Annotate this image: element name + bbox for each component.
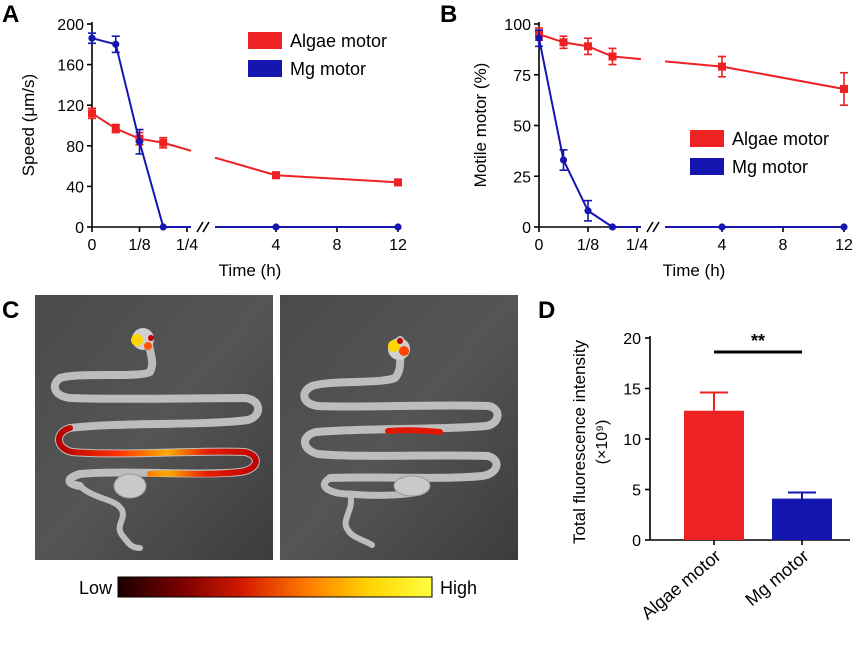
data-point <box>840 223 848 231</box>
chart-b-ylabel: Motile motor (%) <box>471 63 490 188</box>
legend-label: Mg motor <box>732 157 808 177</box>
data-point <box>394 178 402 187</box>
chart-d-fluorescence: Total fluorescence intensity (×10⁹) 0 5 10… <box>570 331 850 623</box>
x-tick-label: 4 <box>718 237 727 254</box>
legend-label: Algae motor <box>732 129 829 149</box>
data-point <box>111 124 120 133</box>
x-tick-label: 8 <box>333 237 342 254</box>
x-tick-label: 8 <box>779 237 788 254</box>
x-tick-label: 1/4 <box>176 237 198 254</box>
data-point <box>559 156 568 164</box>
data-point <box>840 84 848 93</box>
data-point <box>88 109 96 118</box>
chart-b-xlabel: Time (h) <box>663 261 726 280</box>
data-point <box>272 171 280 180</box>
x-tick-label: Mg motor <box>741 546 812 610</box>
y-tick-label: 120 <box>57 98 84 115</box>
data-point <box>718 223 726 231</box>
y-tick-label: 0 <box>632 533 641 550</box>
bar <box>684 410 744 540</box>
legend-swatch <box>690 130 724 147</box>
x-tick-label: 0 <box>88 237 97 254</box>
y-tick-label: 15 <box>623 382 641 399</box>
x-tick-label: 12 <box>835 237 853 254</box>
y-tick-label: 0 <box>75 220 84 237</box>
y-tick-label: 5 <box>632 483 641 500</box>
panel-letter-d: D <box>538 297 555 324</box>
series-line <box>664 60 723 68</box>
chart-a-speed: Speed (μm/s) Time (h) 0 40 80 120 160 200 0 1/8… <box>19 17 407 280</box>
series-line <box>162 141 192 152</box>
fluorescence-image-algae-motor <box>35 295 273 560</box>
data-point <box>608 52 617 61</box>
chart-b-motile: Motile motor (%) Time (h) 0 25 50 75 100 0 1/8… <box>471 17 853 280</box>
x-tick-label: 12 <box>389 237 407 254</box>
fluorescence-images: Low High <box>35 295 518 598</box>
axis-break-mark <box>202 221 210 233</box>
y-tick-label: 200 <box>57 17 84 34</box>
legend-label: Algae motor <box>290 31 387 51</box>
y-tick-label: 160 <box>57 58 84 75</box>
series-line <box>275 174 399 184</box>
chart-d-ylabel: Total fluorescence intensity <box>570 339 589 544</box>
data-point <box>159 223 167 231</box>
x-tick-label: 1/8 <box>128 237 150 254</box>
fluorescence-image-mg-motor <box>280 295 518 560</box>
series-line <box>538 33 613 58</box>
data-point <box>559 38 568 47</box>
y-tick-label: 80 <box>66 139 84 156</box>
colorbar-low-label: Low <box>79 578 113 598</box>
chart-a-ylabel: Speed (μm/s) <box>19 74 38 176</box>
data-point <box>112 40 120 48</box>
legend-swatch <box>248 32 282 49</box>
data-point <box>584 207 592 215</box>
data-point <box>159 138 168 147</box>
x-tick-label: 1/8 <box>577 237 599 254</box>
panel-letter-b: B <box>440 1 457 28</box>
chart-a-xlabel: Time (h) <box>219 261 282 280</box>
colorbar <box>117 576 433 598</box>
y-tick-label: 40 <box>66 179 84 196</box>
data-point <box>272 223 280 231</box>
y-tick-label: 25 <box>513 169 531 186</box>
intestine-tract <box>300 336 502 548</box>
x-tick-label: 0 <box>535 237 544 254</box>
y-tick-label: 100 <box>504 17 531 34</box>
data-point <box>135 138 144 146</box>
data-point <box>718 62 726 71</box>
intestine-tract <box>50 328 263 551</box>
x-tick-label: 1/4 <box>626 237 648 254</box>
series-line <box>91 37 165 228</box>
data-point <box>608 223 617 231</box>
x-tick-label: Algae motor <box>637 546 724 624</box>
series-line <box>214 156 277 177</box>
colorbar-high-label: High <box>440 578 477 598</box>
axis-break-mark <box>652 221 660 233</box>
y-tick-label: 20 <box>623 331 641 348</box>
panel-letter-c: C <box>2 297 19 324</box>
y-tick-label: 75 <box>513 68 531 85</box>
data-point <box>394 223 402 231</box>
legend-label: Mg motor <box>290 59 366 79</box>
series-line <box>721 65 845 90</box>
significance-label: ** <box>751 331 765 351</box>
y-tick-label: 0 <box>522 220 531 237</box>
axis-break-mark <box>196 221 204 233</box>
y-tick-label: 10 <box>623 432 641 449</box>
series-line <box>91 112 164 144</box>
data-point <box>584 42 592 51</box>
legend-swatch <box>690 158 724 175</box>
bar <box>772 498 832 540</box>
legend-swatch <box>248 60 282 77</box>
series-line <box>612 55 642 61</box>
panel-letter-a: A <box>2 1 19 28</box>
data-point <box>535 34 543 42</box>
data-point <box>88 34 96 42</box>
chart-d-ylabel-unit: (×10⁹) <box>594 420 611 465</box>
series-line <box>538 38 614 228</box>
axis-break-mark <box>646 221 654 233</box>
x-tick-label: 4 <box>272 237 281 254</box>
y-tick-label: 50 <box>513 119 531 136</box>
